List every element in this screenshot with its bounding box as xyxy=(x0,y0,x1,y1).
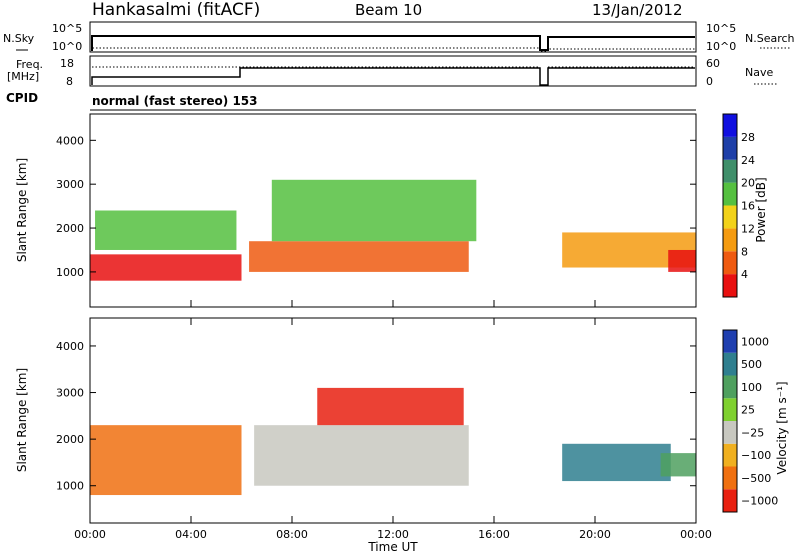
colorbar-tick-label: 28 xyxy=(741,131,755,144)
radar-title: Hankasalmi (fitACF) xyxy=(92,0,260,20)
colorbar-swatch xyxy=(723,330,737,353)
colorbar-tick-label: 25 xyxy=(741,404,755,417)
noise-left-tick-bottom: 10^0 xyxy=(52,40,82,53)
velocity-y-axis: 1000 2000 3000 4000 xyxy=(56,340,696,493)
nsearch-trace xyxy=(91,47,695,52)
freq-right-tick-bottom: 0 xyxy=(706,75,713,88)
power-y-axis: 1000 2000 3000 4000 xyxy=(56,134,696,279)
colorbar-tick-label: 12 xyxy=(741,222,755,235)
power-y-axis-label: Slant Range [km] xyxy=(15,158,29,262)
nave-label: Nave xyxy=(745,66,773,79)
date-label: 13/Jan/2012 xyxy=(592,1,683,19)
colorbar-swatch xyxy=(723,443,737,467)
beam-label: Beam 10 xyxy=(355,1,422,19)
freq-trace xyxy=(91,67,695,86)
noise-panel-frame xyxy=(89,21,697,53)
y-tick-label: 3000 xyxy=(56,178,84,191)
colorbar-tick-label: −1000 xyxy=(741,495,778,508)
nsky-label: N.Sky xyxy=(3,32,35,45)
y-tick-label: 1000 xyxy=(56,480,84,493)
echo-region xyxy=(562,443,671,482)
colorbar-swatch xyxy=(723,136,737,160)
x-tick-label: 20:00 xyxy=(579,528,611,541)
freq-left-tick-top: 18 xyxy=(60,57,74,70)
y-tick-label: 2000 xyxy=(56,222,84,235)
colorbar-swatch xyxy=(723,182,737,206)
velocity-y-axis-label: Slant Range [km] xyxy=(15,368,29,472)
colorbar-swatch xyxy=(723,251,737,275)
colorbar-swatch xyxy=(723,205,737,229)
freq-left-tick-bottom: 8 xyxy=(66,75,73,88)
y-tick-label: 3000 xyxy=(56,387,84,400)
colorbar-tick-label: −100 xyxy=(741,449,771,462)
colorbar-tick-label: −25 xyxy=(741,426,764,439)
echo-region xyxy=(254,425,469,486)
freq-unit-label: [MHz] xyxy=(7,70,39,83)
colorbar-swatch xyxy=(723,228,737,252)
x-tick-label: 00:00 xyxy=(680,528,712,541)
colorbar-tick-label: 100 xyxy=(741,381,762,394)
echo-region xyxy=(660,453,696,477)
y-tick-label: 4000 xyxy=(56,340,84,353)
echo-region xyxy=(668,249,696,272)
noise-right-tick-bottom: 10^0 xyxy=(706,40,736,53)
velocity-colorbar: 1000 500 100 25 −25 −100 −500 −1000 xyxy=(722,329,778,513)
colorbar-swatch xyxy=(723,421,737,444)
colorbar-swatch xyxy=(723,466,737,490)
colorbar-tick-label: 4 xyxy=(741,268,748,281)
power-heatmap xyxy=(90,179,696,281)
echo-region xyxy=(249,241,469,272)
cpid-value: normal (fast stereo) 153 xyxy=(92,94,258,108)
colorbar-tick-label: 20 xyxy=(741,177,755,190)
x-tick-label: 04:00 xyxy=(175,528,207,541)
colorbar-tick-label: 1000 xyxy=(741,335,769,348)
freq-label: Freq. xyxy=(16,58,43,71)
velocity-colorbar-label: Velocity [m s⁻¹] xyxy=(775,381,789,474)
colorbar-tick-label: 8 xyxy=(741,245,748,258)
nsky-trace xyxy=(91,35,695,51)
y-tick-label: 2000 xyxy=(56,433,84,446)
colorbar-swatch xyxy=(723,375,737,399)
freq-panel-frame xyxy=(89,55,697,87)
y-tick-label: 1000 xyxy=(56,266,84,279)
velocity-heatmap xyxy=(90,387,696,496)
colorbar-frame xyxy=(722,113,738,298)
x-tick-label: 08:00 xyxy=(276,528,308,541)
echo-region xyxy=(90,254,242,281)
colorbar-frame xyxy=(722,329,738,513)
colorbar-swatch xyxy=(723,159,737,183)
noise-right-tick-top: 10^5 xyxy=(706,22,736,35)
time-axis-label: Time UT xyxy=(367,540,418,554)
colorbar-swatch xyxy=(723,274,737,297)
echo-region xyxy=(317,387,464,426)
echo-region xyxy=(95,210,237,250)
cpid-label: CPID xyxy=(6,91,38,105)
freq-right-tick-top: 60 xyxy=(706,57,720,70)
colorbar-swatch xyxy=(723,489,737,512)
power-colorbar-label: Power [dB] xyxy=(754,177,768,242)
echo-region xyxy=(271,179,477,242)
x-tick-label: 00:00 xyxy=(74,528,106,541)
colorbar-tick-label: 24 xyxy=(741,154,755,167)
colorbar-swatch xyxy=(723,114,737,137)
colorbar-tick-label: −500 xyxy=(741,472,771,485)
noise-left-tick-top: 10^5 xyxy=(52,22,82,35)
power-colorbar: 4 8 12 16 20 24 28 xyxy=(722,113,755,298)
colorbar-swatch xyxy=(723,398,737,421)
colorbar-tick-label: 16 xyxy=(741,200,755,213)
y-tick-label: 4000 xyxy=(56,134,84,147)
x-tick-label: 16:00 xyxy=(478,528,510,541)
colorbar-tick-label: 500 xyxy=(741,358,762,371)
echo-region xyxy=(90,425,242,496)
nsearch-label: N.Search xyxy=(745,32,795,45)
colorbar-swatch xyxy=(723,352,737,376)
x-tick-label: 12:00 xyxy=(377,528,409,541)
time-axis: 00:00 04:00 08:00 12:00 16:00 20:00 00:00 xyxy=(74,300,712,541)
